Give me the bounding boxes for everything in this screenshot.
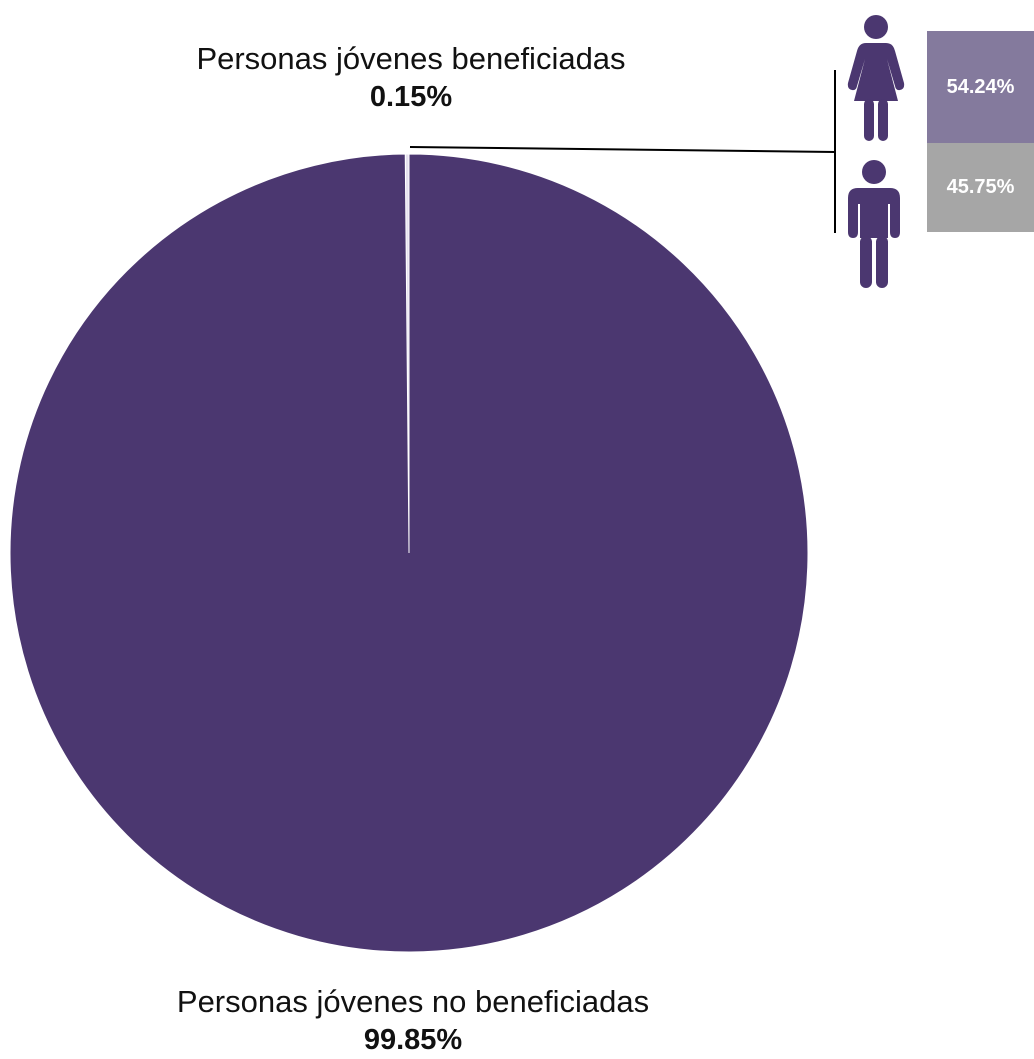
breakdown-connector-line: [409, 146, 836, 153]
beneficiadas-slice-label: Personas jóvenes beneficiadas 0.15%: [131, 40, 691, 116]
female-percentage-box: 54.24%: [927, 31, 1034, 143]
no-beneficiadas-value-label: 99.85%: [363, 1024, 463, 1056]
beneficiadas-value-label: 0.15%: [369, 81, 453, 113]
woman-icon: [847, 15, 905, 141]
beneficiadas-label-text: Personas jóvenes beneficiadas: [196, 41, 626, 76]
no-beneficiadas-slice-label: Personas jóvenes no beneficiadas 99.85%: [133, 983, 693, 1059]
no-beneficiadas-label-text: Personas jóvenes no beneficiadas: [176, 984, 650, 1019]
male-percentage-value: 45.75%: [946, 176, 1015, 198]
man-icon: [848, 160, 900, 288]
female-percentage-value: 54.24%: [946, 75, 1015, 98]
male-percentage-box: 45.75%: [927, 143, 1034, 232]
pie-slice-no-beneficiadas: [9, 153, 809, 953]
